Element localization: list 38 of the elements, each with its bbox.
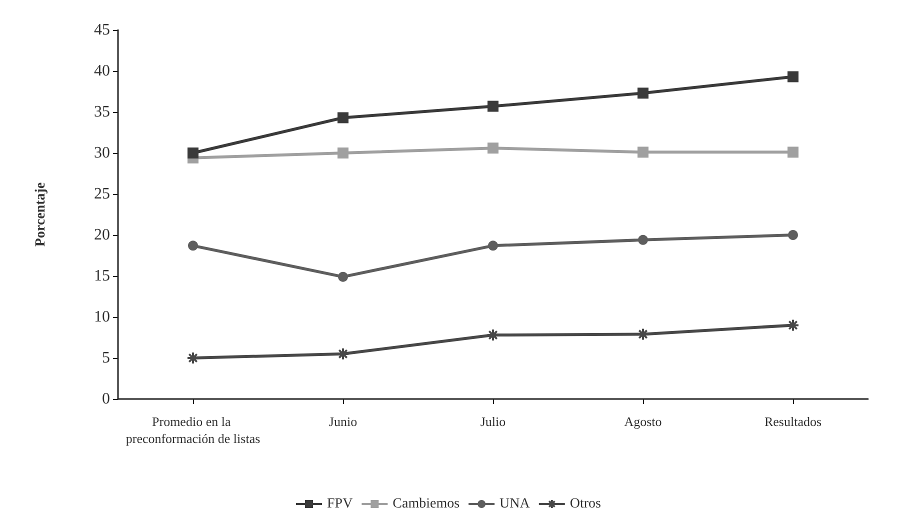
y-tick-label: 25 xyxy=(94,186,110,202)
y-tick-label: 30 xyxy=(94,144,110,162)
point xyxy=(488,142,498,154)
x-tick-label: Junio xyxy=(328,414,358,429)
point xyxy=(488,100,498,112)
point xyxy=(338,272,348,282)
y-tick-label: 20 xyxy=(94,226,110,244)
y-axis-title: Porcentaje xyxy=(34,182,48,247)
point xyxy=(638,234,648,245)
x-tick-label: Resultados xyxy=(764,414,822,429)
point xyxy=(336,347,350,360)
y-tick-label: 5 xyxy=(102,350,110,366)
point xyxy=(636,328,650,341)
point xyxy=(788,71,798,82)
point xyxy=(188,240,198,251)
y-tick-label: 40 xyxy=(94,62,110,80)
y-tick-label: 10 xyxy=(94,308,110,326)
y-tick-label: 45 xyxy=(94,22,110,38)
point xyxy=(338,148,348,158)
point xyxy=(338,112,348,124)
point xyxy=(188,148,198,158)
point xyxy=(638,146,648,158)
y-tick-label: 0 xyxy=(102,390,110,408)
point xyxy=(488,240,498,251)
point xyxy=(786,318,800,332)
x-tick-label: Julio xyxy=(480,414,506,429)
legend-label: Otros xyxy=(570,496,602,512)
point xyxy=(788,146,798,158)
x-tick-label: Agosto xyxy=(624,414,662,429)
point xyxy=(486,328,500,342)
y-tick-label: 15 xyxy=(94,268,110,284)
legend-label: UNA xyxy=(500,496,531,512)
x-tick-label: Promedio en la preconformación de listas xyxy=(126,414,260,446)
legend-label: Cambiemos xyxy=(392,496,460,512)
y-tick-label: 35 xyxy=(94,104,110,120)
point xyxy=(638,88,648,99)
point xyxy=(788,230,798,240)
legend-label: FPV xyxy=(326,496,353,512)
